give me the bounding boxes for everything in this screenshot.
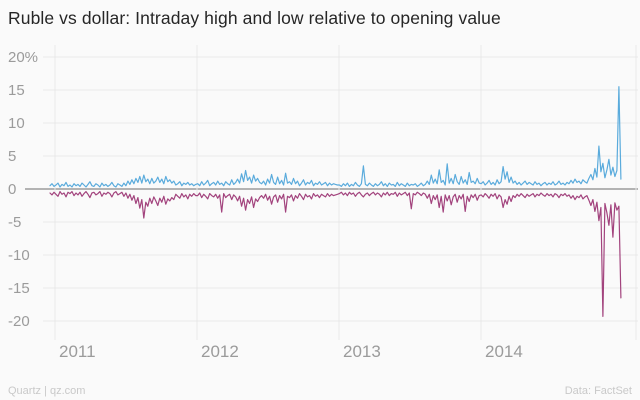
y-tick-label: -5 [8, 214, 21, 231]
y-tick-label: 15 [8, 82, 25, 99]
y-tick-label: 0 [8, 181, 16, 198]
intraday-high-line [49, 86, 622, 188]
y-tick-label: -15 [8, 280, 30, 297]
y-tick-label: -10 [8, 247, 30, 264]
footer-credit: Quartz | qz.com [8, 385, 86, 397]
y-tick-label: -20 [8, 313, 30, 330]
footer-source: Data: FactSet [564, 385, 632, 397]
chart-title: Ruble vs dollar: Intraday high and low r… [8, 8, 501, 28]
intraday-low-line [49, 191, 622, 317]
y-tick-label: 5 [8, 148, 16, 165]
x-tick-label: 2012 [201, 342, 239, 361]
y-tick-label: 10 [8, 115, 25, 132]
x-tick-label: 2014 [485, 342, 523, 361]
x-tick-label: 2013 [343, 342, 381, 361]
y-tick-label: 20% [8, 49, 38, 66]
x-tick-label: 2011 [59, 342, 96, 361]
